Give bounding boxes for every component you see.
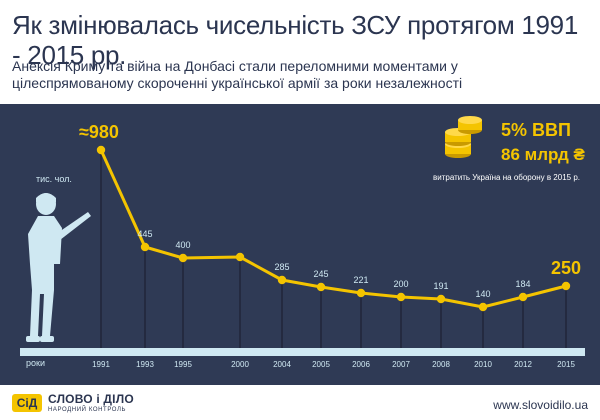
chart: тис. чол. роки ≈980 445 400 285 245 221 200 191… xyxy=(20,116,585,369)
data-points xyxy=(96,145,571,312)
data-point-2010 xyxy=(478,302,488,312)
data-point-2005 xyxy=(316,282,326,292)
x-tick-2012: 2012 xyxy=(514,360,532,369)
data-point-2008 xyxy=(436,294,446,304)
series-line xyxy=(99,149,567,309)
x-tick-2004: 2004 xyxy=(273,360,291,369)
data-label-2005: 245 xyxy=(313,269,328,279)
page-subtitle: Анексія Криму та війна на Донбасі стали … xyxy=(12,58,463,91)
x-axis-label: роки xyxy=(26,358,45,368)
soldier-icon xyxy=(26,193,91,342)
data-point-2004 xyxy=(277,275,287,285)
data-point-2006 xyxy=(356,288,366,298)
x-tick-2010: 2010 xyxy=(474,360,492,369)
x-tick-1995: 1995 xyxy=(174,360,192,369)
data-label-2008: 191 xyxy=(433,281,448,291)
x-tick-2005: 2005 xyxy=(312,360,330,369)
data-label-1991: ≈980 xyxy=(79,122,119,142)
x-tick-2015: 2015 xyxy=(557,360,575,369)
x-tick-2006: 2006 xyxy=(352,360,370,369)
data-labels: ≈980 445 400 285 245 221 200 191 140 184 250 xyxy=(79,122,581,299)
x-axis-baseline xyxy=(20,348,585,356)
data-point-2015 xyxy=(561,281,571,291)
x-tick-2008: 2008 xyxy=(432,360,450,369)
x-tick-1993: 1993 xyxy=(136,360,154,369)
logo-name: СЛОВО і ДІЛО xyxy=(48,392,134,406)
data-point-2000 xyxy=(235,252,245,262)
data-label-2007: 200 xyxy=(393,279,408,289)
x-tick-labels: 1991 1993 1995 2000 2004 2005 2006 2007 2008 2010… xyxy=(92,360,575,369)
data-label-1993: 445 xyxy=(137,229,152,239)
budget-gdp-share: 5% ВВП xyxy=(501,120,571,140)
data-point-2012 xyxy=(518,292,528,302)
data-label-2006: 221 xyxy=(353,275,368,285)
budget-amount: 86 млрд ₴ xyxy=(501,145,585,164)
data-point-1993 xyxy=(140,242,150,252)
x-tick-2000: 2000 xyxy=(231,360,249,369)
data-label-2012: 184 xyxy=(515,279,530,289)
logo-subtitle: НАРОДНИЙ КОНТРОЛЬ xyxy=(48,407,127,413)
data-point-1995 xyxy=(178,253,188,263)
y-axis-label: тис. чол. xyxy=(36,174,72,184)
data-point-1991 xyxy=(96,145,106,155)
data-label-1995: 400 xyxy=(175,240,190,250)
data-label-2004: 285 xyxy=(274,262,289,272)
x-tick-1991: 1991 xyxy=(92,360,110,369)
logo-mark: СіД xyxy=(12,394,42,412)
coins-icon xyxy=(445,116,482,158)
data-label-2015: 250 xyxy=(551,258,581,278)
data-label-2010: 140 xyxy=(475,289,490,299)
page-title: Як змінювалась чисельність ЗСУ протягом … xyxy=(12,10,578,70)
budget-note: витратить Україна на оборону в 2015 р. xyxy=(433,173,580,182)
site-url[interactable]: www.slovoidilo.ua xyxy=(493,398,588,412)
data-stems xyxy=(100,150,567,348)
footer xyxy=(0,385,600,420)
site-logo[interactable]: СіД СЛОВО і ДІЛО НАРОДНИЙ КОНТРОЛЬ xyxy=(12,392,134,414)
x-tick-2007: 2007 xyxy=(392,360,410,369)
data-point-2007 xyxy=(396,292,406,302)
